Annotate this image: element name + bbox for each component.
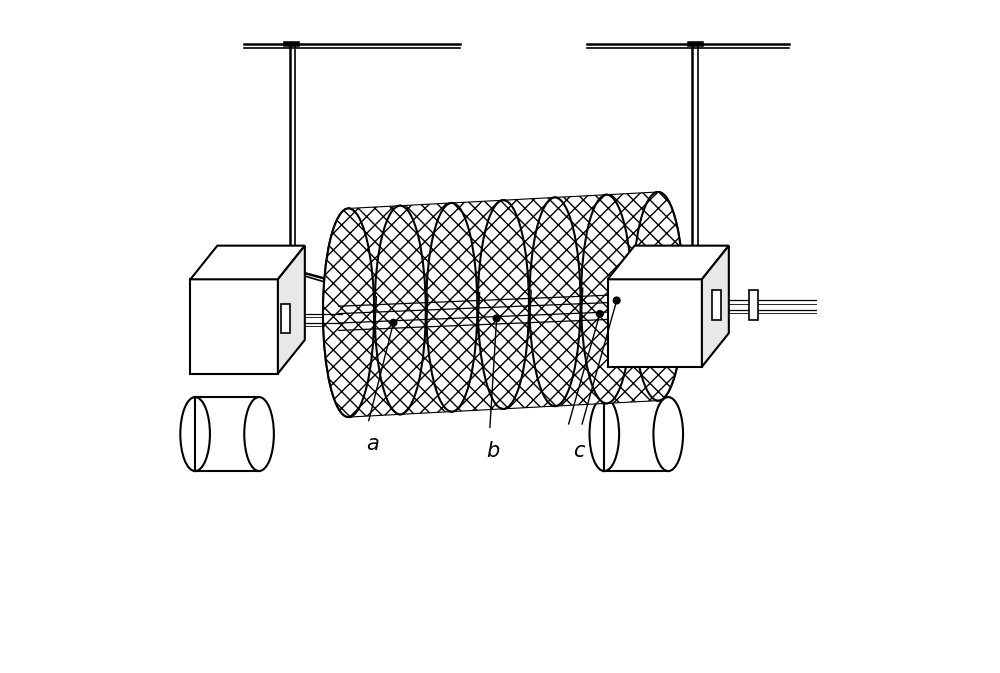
Text: b: b <box>487 441 500 461</box>
Polygon shape <box>190 279 278 374</box>
Ellipse shape <box>653 397 683 471</box>
Ellipse shape <box>426 203 477 412</box>
Ellipse shape <box>180 397 210 471</box>
Polygon shape <box>278 246 305 374</box>
Polygon shape <box>555 194 607 406</box>
Ellipse shape <box>426 203 477 412</box>
Circle shape <box>613 297 620 304</box>
Ellipse shape <box>478 201 529 409</box>
Ellipse shape <box>375 206 426 415</box>
Polygon shape <box>604 397 668 471</box>
Polygon shape <box>608 246 729 279</box>
Circle shape <box>390 320 397 326</box>
Polygon shape <box>195 397 259 471</box>
Ellipse shape <box>244 397 274 471</box>
Polygon shape <box>452 201 503 412</box>
Ellipse shape <box>581 194 632 403</box>
Polygon shape <box>607 192 658 403</box>
Ellipse shape <box>375 206 426 415</box>
Ellipse shape <box>529 197 581 406</box>
Text: c: c <box>573 441 584 461</box>
Ellipse shape <box>529 197 581 406</box>
Polygon shape <box>281 304 290 333</box>
Circle shape <box>493 315 500 322</box>
Polygon shape <box>190 246 305 279</box>
Polygon shape <box>702 246 729 367</box>
Ellipse shape <box>581 194 632 403</box>
Text: a: a <box>366 434 379 454</box>
Ellipse shape <box>590 397 619 471</box>
Ellipse shape <box>633 192 684 400</box>
Polygon shape <box>749 290 758 320</box>
Ellipse shape <box>323 209 374 417</box>
Polygon shape <box>400 203 452 415</box>
Polygon shape <box>349 206 400 417</box>
Ellipse shape <box>478 201 529 409</box>
Ellipse shape <box>323 209 374 417</box>
Polygon shape <box>503 197 555 409</box>
Ellipse shape <box>633 192 684 400</box>
Circle shape <box>596 310 603 317</box>
Polygon shape <box>608 279 702 367</box>
Polygon shape <box>712 290 721 320</box>
